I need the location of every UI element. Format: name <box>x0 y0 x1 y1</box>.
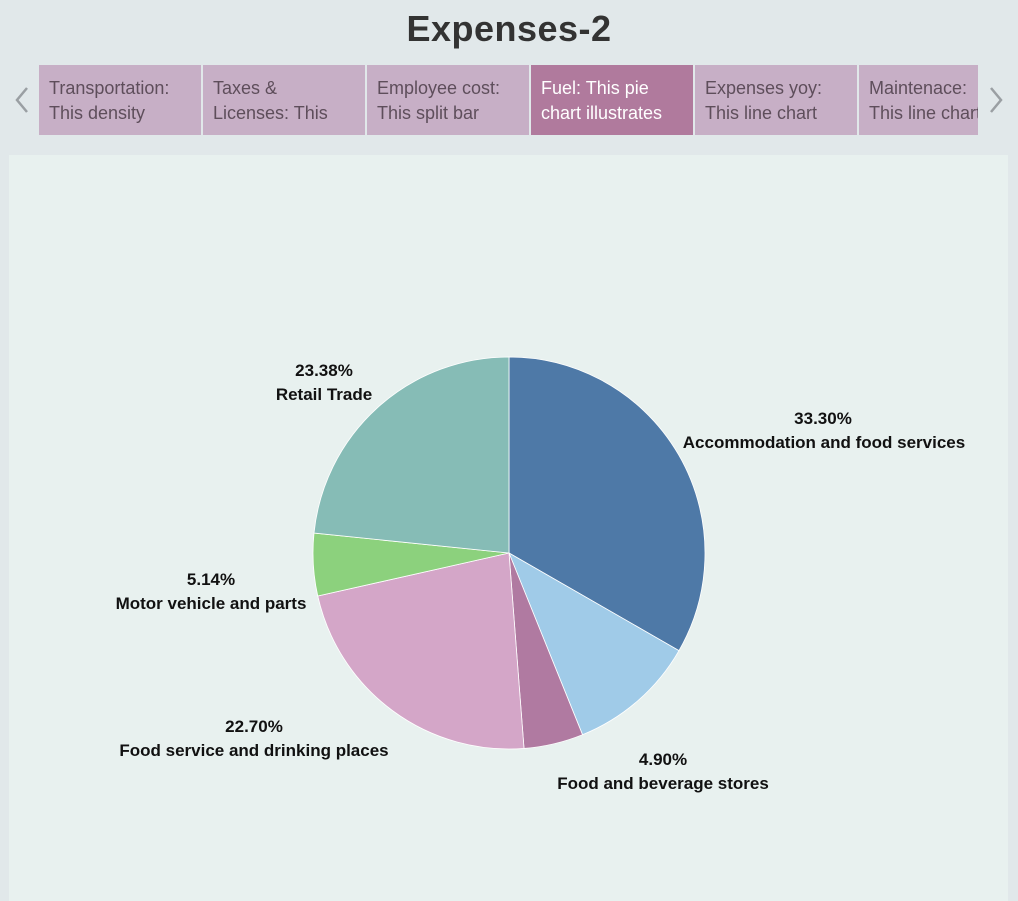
page-title: Expenses-2 <box>406 8 612 49</box>
tab-label-line2: This split bar <box>377 103 480 123</box>
next-tab-button[interactable] <box>984 82 1008 118</box>
tab-label-line2: This line chart <box>705 103 818 123</box>
slice-value-label: 5.14% <box>187 570 235 589</box>
tab-label-line1: Employee cost: <box>377 78 501 98</box>
tab-employee-cost[interactable]: Employee cost: This split bar <box>367 65 529 135</box>
tab-label-line2: Licenses: This <box>213 103 328 123</box>
slice-category-label: Motor vehicle and parts <box>116 594 307 613</box>
tab-label-line1: Transportation: <box>49 78 170 98</box>
story-tabs: Transportation: This density Taxes & Lic… <box>39 65 978 135</box>
tab-label-line1: Expenses yoy: <box>705 78 823 98</box>
tab-fuel[interactable]: Fuel: This pie chart illustrates <box>531 65 693 135</box>
prev-tab-button[interactable] <box>10 82 34 118</box>
slice-category-label: Food and beverage stores <box>557 774 769 793</box>
tab-label-line2: chart illustrates <box>541 103 663 123</box>
tab-maintenance[interactable]: Maintenace: This line chart <box>859 65 978 135</box>
tab-transportation[interactable]: Transportation: This density <box>39 65 201 135</box>
slice-category-label: Food service and drinking places <box>119 741 388 760</box>
chevron-left-icon <box>15 87 28 113</box>
slice-category-label: Accommodation and food services <box>683 433 965 452</box>
slice-value-label: 22.70% <box>225 717 283 736</box>
slice-value-label: 33.30% <box>794 409 852 428</box>
slice-value-label: 4.90% <box>639 750 687 769</box>
pie-slice-1[interactable] <box>508 552 680 736</box>
tab-label-line1: Taxes & <box>213 78 278 98</box>
pie-slice-5[interactable] <box>313 356 510 554</box>
pie-slices <box>312 356 706 750</box>
chevron-right-icon <box>990 87 1003 113</box>
tab-label-line1: Maintenace: <box>869 78 968 98</box>
tab-label-line1: Fuel: This pie <box>541 78 649 98</box>
pie-labels: 33.30% Accommodation and food services 4… <box>116 361 966 793</box>
slice-category-label: Retail Trade <box>276 385 372 404</box>
pie-chart: 33.30% Accommodation and food services 4… <box>116 356 966 793</box>
pie-slice-0[interactable] <box>508 356 706 652</box>
pie-slice-3[interactable] <box>317 552 525 750</box>
tab-label-line2: This density <box>49 103 146 123</box>
chart-area: 33.30% Accommodation and food services 4… <box>9 155 1008 901</box>
tab-label-line2: This line chart <box>869 103 978 123</box>
tab-taxes-licenses[interactable]: Taxes & Licenses: This <box>203 65 365 135</box>
slice-value-label: 23.38% <box>295 361 353 380</box>
tab-expenses-yoy[interactable]: Expenses yoy: This line chart <box>695 65 857 135</box>
